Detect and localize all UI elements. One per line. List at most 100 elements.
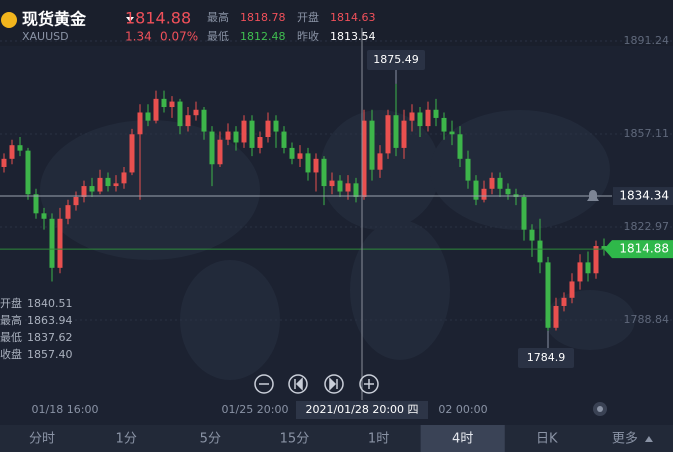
x-tick-label: 02 00:00 [438, 403, 487, 416]
zoom-out-button[interactable] [254, 374, 274, 394]
candle-body [153, 98, 159, 121]
candle-body [585, 262, 591, 274]
crosshair-row-label: 最低 [0, 331, 22, 344]
candle-body [553, 305, 559, 328]
candle-body [249, 120, 255, 148]
candle-body [481, 188, 487, 200]
crosshair-row-value: 1837.62 [27, 331, 73, 344]
candle-body [593, 246, 599, 274]
logo [1, 12, 17, 28]
candle-body [457, 134, 463, 159]
candle-body [193, 109, 199, 116]
candle-body [185, 115, 191, 127]
stat-label: 最高 [207, 10, 229, 24]
header-bg [0, 0, 673, 46]
stat-label: 开盘 [297, 10, 319, 24]
change-pct: 0.07% [160, 30, 198, 44]
candle-body [241, 120, 247, 143]
settings-dot [597, 406, 603, 412]
candle-body [129, 134, 135, 173]
min-label: 1784.9 [527, 351, 566, 364]
crosshair-time: 2021/01/28 20:00 四 [305, 403, 418, 416]
min-box [518, 348, 574, 368]
candle-body [433, 109, 439, 118]
candle-body [217, 139, 223, 165]
crosshair-row-label: 开盘 [0, 296, 22, 310]
candle-body [289, 147, 295, 159]
candle-body [545, 262, 551, 328]
candle-body [361, 120, 367, 197]
candle-body [393, 115, 399, 148]
candle-body [505, 188, 511, 195]
candle-body [465, 158, 471, 181]
candle-body [449, 131, 455, 135]
candle-body [313, 158, 319, 173]
candle-body [65, 205, 71, 219]
alert-price-box [613, 187, 673, 206]
candle-body [209, 131, 215, 165]
zoom-in-button[interactable] [359, 374, 379, 394]
y-tick-label: 1822.97 [624, 220, 670, 233]
candle-body [353, 183, 359, 197]
candle-body [321, 158, 327, 187]
change: 1.34 [125, 30, 152, 44]
candle-body [57, 218, 63, 268]
tab[interactable]: 4时 [452, 432, 473, 447]
candle-body [145, 112, 151, 121]
candle-body [49, 218, 55, 268]
candle-body [273, 120, 279, 132]
instrument-name[interactable]: 现货黄金 [22, 10, 87, 29]
tab-selected-bg [420, 425, 505, 452]
stat-value: 1814.63 [330, 11, 376, 24]
forward-button[interactable] [324, 374, 344, 394]
candle-body [137, 112, 143, 135]
candle-body [577, 262, 583, 282]
candle-body [441, 117, 447, 132]
tab[interactable]: 5分 [200, 432, 221, 447]
crosshair-row-label: 收盘 [0, 347, 22, 361]
candle-body [473, 180, 479, 200]
candle-body [409, 112, 415, 121]
candle-body [345, 183, 351, 192]
tab[interactable]: 1时 [368, 432, 389, 447]
candle-body [265, 120, 271, 138]
crosshair-row-value: 1840.51 [27, 297, 73, 310]
candle-body [233, 131, 239, 143]
crosshair-row-value: 1857.40 [27, 348, 73, 361]
crosshair-time-box [296, 401, 428, 419]
candle-body [121, 172, 127, 184]
x-tick-label: 01/18 16:00 [32, 403, 99, 416]
candle-body [105, 177, 111, 187]
alert-price-label: 1834.34 [619, 189, 669, 203]
candle-body [1, 158, 7, 167]
alert-bell [587, 190, 599, 202]
crosshair-row-value: 1863.94 [27, 314, 73, 327]
candle-body [17, 145, 23, 151]
candle-body [425, 109, 431, 127]
candle-body [385, 115, 391, 154]
price: 1814.88 [125, 9, 191, 28]
candle-body [97, 177, 103, 192]
back-button[interactable] [288, 374, 308, 394]
candle-body [297, 153, 303, 159]
y-tick-label: 1857.11 [624, 127, 670, 140]
candle-body [169, 101, 175, 108]
tab[interactable]: 15分 [280, 432, 310, 447]
candle-body [601, 246, 607, 250]
candle-body [281, 131, 287, 148]
tab-more-arrow [644, 436, 653, 442]
candle-body [41, 213, 47, 219]
tab[interactable]: 分时 [29, 432, 55, 447]
candle-body [401, 120, 407, 148]
tab-bar [0, 425, 673, 452]
dropdown-arrow[interactable] [126, 17, 134, 22]
tab[interactable]: 更多 [612, 431, 638, 447]
candle-body [337, 180, 343, 192]
candle-body [81, 186, 87, 197]
y-tick-label: 1891.24 [624, 34, 670, 47]
candle-body [73, 196, 79, 206]
tab[interactable]: 日K [536, 432, 558, 447]
candle-body [489, 177, 495, 189]
stat-value: 1813.54 [330, 30, 376, 43]
tab[interactable]: 1分 [116, 432, 137, 447]
